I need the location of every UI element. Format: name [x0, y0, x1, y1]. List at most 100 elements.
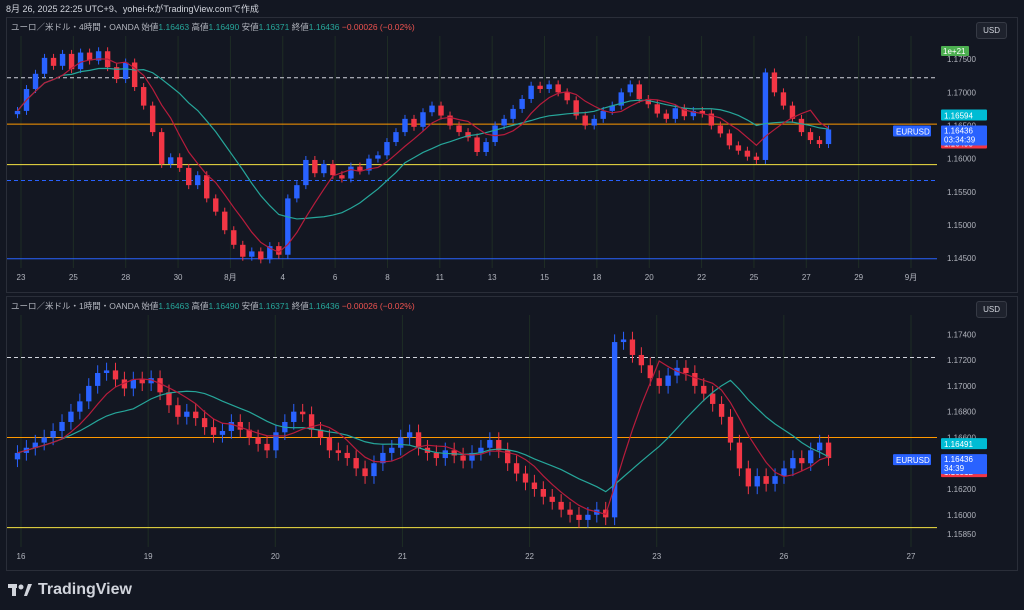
candle-body: [727, 416, 734, 443]
change-value: −0.00026 (−0.02%): [341, 301, 415, 311]
candle-body: [389, 447, 395, 453]
x-tick-label: 13: [488, 273, 497, 282]
candle-body: [312, 159, 318, 174]
candle-body: [59, 53, 66, 66]
candle-body: [201, 418, 208, 428]
candle-body: [654, 104, 660, 114]
symbol-header-4h: ユーロ／米ドル・4時間・OANDA 始値1.16463 高値1.16490 安値…: [11, 21, 415, 33]
candle-body: [478, 447, 484, 453]
price-tag-cyan: 1.16594: [944, 111, 973, 120]
price-tag-cyan-bg: [941, 109, 987, 121]
x-tick-label: 16: [17, 552, 26, 561]
symbol-title: ユーロ／米ドル・4時間・OANDA: [11, 22, 139, 32]
candle-body: [611, 342, 618, 518]
candle-body: [32, 73, 39, 90]
x-tick-label: 19: [144, 552, 153, 561]
symbol-tag: EURUSD: [896, 456, 930, 465]
candle-body: [672, 108, 679, 119]
candle-body: [546, 84, 552, 90]
y-tick-label: 1.15850: [947, 530, 976, 539]
candle-body: [121, 379, 128, 389]
ma-fast-line: [17, 58, 829, 253]
candle-body: [744, 150, 751, 157]
candle-body: [273, 432, 279, 451]
candle-body: [204, 175, 210, 199]
candle-body: [103, 370, 110, 373]
candle-body: [710, 393, 716, 404]
candle-body: [68, 53, 75, 70]
candle-body: [528, 85, 534, 99]
candle-body: [240, 244, 246, 257]
brand-name: TradingView: [38, 581, 132, 598]
candle-body: [222, 211, 228, 231]
chart-panel-1h[interactable]: 16 19 20 21 22 23 26 27 1.17400 1.17200 1.17000 1.1…: [6, 296, 1018, 571]
candle-body: [780, 92, 787, 106]
price-tag-current: 1.16436: [944, 455, 973, 464]
candle-body: [213, 198, 219, 212]
high-label: 高値: [191, 301, 209, 311]
candle-body: [317, 429, 324, 438]
candle-body: [411, 118, 417, 127]
candle-body: [267, 246, 273, 260]
candle-body: [772, 476, 778, 484]
candle-body: [690, 110, 697, 117]
x-tick-label: 6: [333, 273, 338, 282]
candle-body: [237, 421, 243, 430]
candle-body: [754, 476, 760, 487]
candle-body: [380, 452, 386, 464]
candle-body: [726, 133, 733, 146]
ma-slow-line: [17, 379, 829, 493]
candle-body: [246, 429, 252, 438]
candle-body: [406, 432, 413, 438]
candle-body: [335, 450, 341, 453]
candle-body: [460, 455, 466, 461]
candle-body: [77, 401, 83, 412]
candle-body: [501, 118, 507, 126]
candle-body: [629, 339, 636, 355]
candle-body: [228, 421, 235, 431]
candle-body: [665, 375, 671, 386]
price-tag-cyan: 1.16491: [944, 440, 973, 449]
candle-body: [158, 132, 165, 164]
candle-body: [112, 370, 119, 380]
y-tick-label: 1.14500: [947, 254, 976, 263]
candle-body: [195, 175, 201, 186]
candle-body: [255, 437, 261, 444]
symbol-header-1h: ユーロ／米ドル・1時間・OANDA 始値1.16463 高値1.16490 安値…: [11, 300, 415, 312]
price-tag-cyan-bg: [941, 438, 987, 450]
candle-body: [219, 431, 226, 435]
currency-button[interactable]: USD: [976, 22, 1007, 39]
candle-body: [708, 113, 715, 126]
candle-body: [496, 440, 502, 451]
candle-body: [745, 468, 751, 487]
x-tick-label: 8月: [224, 273, 236, 282]
chart-panel-4h[interactable]: 23 25 28 30 8月 4 6 8 11 13 15 18 20 22 25 27 29 9月 1.17500…: [6, 17, 1018, 293]
candle-body: [149, 105, 156, 133]
tradingview-logo-icon: [8, 584, 32, 596]
low-value: 1.16371: [258, 22, 290, 32]
candle-body: [799, 458, 805, 464]
candle-body: [451, 450, 457, 456]
candle-body: [537, 85, 543, 90]
candle-body: [300, 411, 306, 415]
candle-body: [177, 157, 183, 168]
y-tick-label: 1.16000: [947, 511, 976, 520]
candle-body: [77, 52, 84, 70]
candle-body: [122, 62, 129, 80]
x-tick-label: 29: [854, 273, 863, 282]
currency-button[interactable]: USD: [976, 301, 1007, 318]
open-value: 1.16463: [158, 22, 190, 32]
chart-canvas-1h[interactable]: 16 19 20 21 22 23 26 27 1.17400 1.17200 1.17000 1.1…: [7, 297, 1017, 570]
candle-body: [753, 156, 760, 160]
candle-body: [790, 458, 796, 469]
candle-body: [175, 405, 181, 417]
chart-canvas-4h[interactable]: 23 25 28 30 8月 4 6 8 11 13 15 18 20 22 25 27 29 9月 1.17500…: [7, 18, 1017, 292]
candle-body: [645, 98, 651, 105]
candle-body: [816, 442, 823, 451]
candle-body: [522, 473, 529, 483]
candle-body: [184, 411, 190, 417]
symbol-title: ユーロ／米ドル・1時間・OANDA: [11, 301, 139, 311]
price-tag-current-bg: [941, 125, 987, 146]
candle-body: [415, 432, 422, 448]
candle-body: [14, 452, 21, 460]
